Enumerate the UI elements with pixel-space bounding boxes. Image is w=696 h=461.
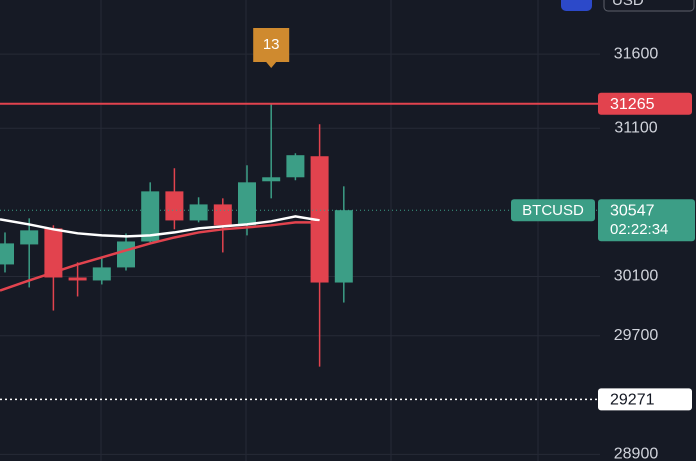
y-tick-label: 31100 xyxy=(614,119,657,136)
price-label: 31265 xyxy=(610,96,655,113)
vertical-grid xyxy=(100,0,539,461)
candle-body xyxy=(92,267,111,281)
y-tick-label: 29700 xyxy=(614,327,659,344)
last-price-label: 30547 xyxy=(610,202,655,219)
moving-average xyxy=(0,221,320,292)
candle-body xyxy=(20,230,39,245)
candle-body xyxy=(117,241,135,268)
currency: USD xyxy=(612,0,644,9)
symbol: BTCUSD xyxy=(522,202,584,219)
candles xyxy=(0,103,353,367)
toolbar-button[interactable] xyxy=(561,0,592,11)
price-label-box xyxy=(598,388,692,411)
candle-body xyxy=(238,182,256,226)
symbol-box xyxy=(511,199,595,222)
last-price-box xyxy=(598,199,695,242)
candle-body xyxy=(262,177,281,182)
candle-body xyxy=(213,204,232,226)
candle-body xyxy=(44,228,63,278)
candle-body xyxy=(68,277,87,281)
candle-body xyxy=(141,191,160,242)
price-label-box xyxy=(598,92,692,115)
y-tick-label: 31600 xyxy=(614,45,659,62)
candle-body xyxy=(189,204,208,221)
y-tick-label: 30100 xyxy=(614,268,659,285)
moving-average xyxy=(0,215,320,238)
candle-body xyxy=(165,191,184,221)
badge-shape xyxy=(253,28,290,68)
candle-body xyxy=(334,210,353,283)
countdown: 02:22:34 xyxy=(610,221,668,238)
badge: 13 xyxy=(263,36,280,53)
y-axis: 31600 31100 30100 29700 28900 xyxy=(0,45,658,461)
candle-body xyxy=(0,243,14,265)
price-label: 29271 xyxy=(610,392,655,409)
currency-box[interactable] xyxy=(603,0,695,12)
moving-averages xyxy=(0,215,320,292)
y-tick-label: 28900 xyxy=(614,446,659,461)
candle-body xyxy=(286,155,305,178)
